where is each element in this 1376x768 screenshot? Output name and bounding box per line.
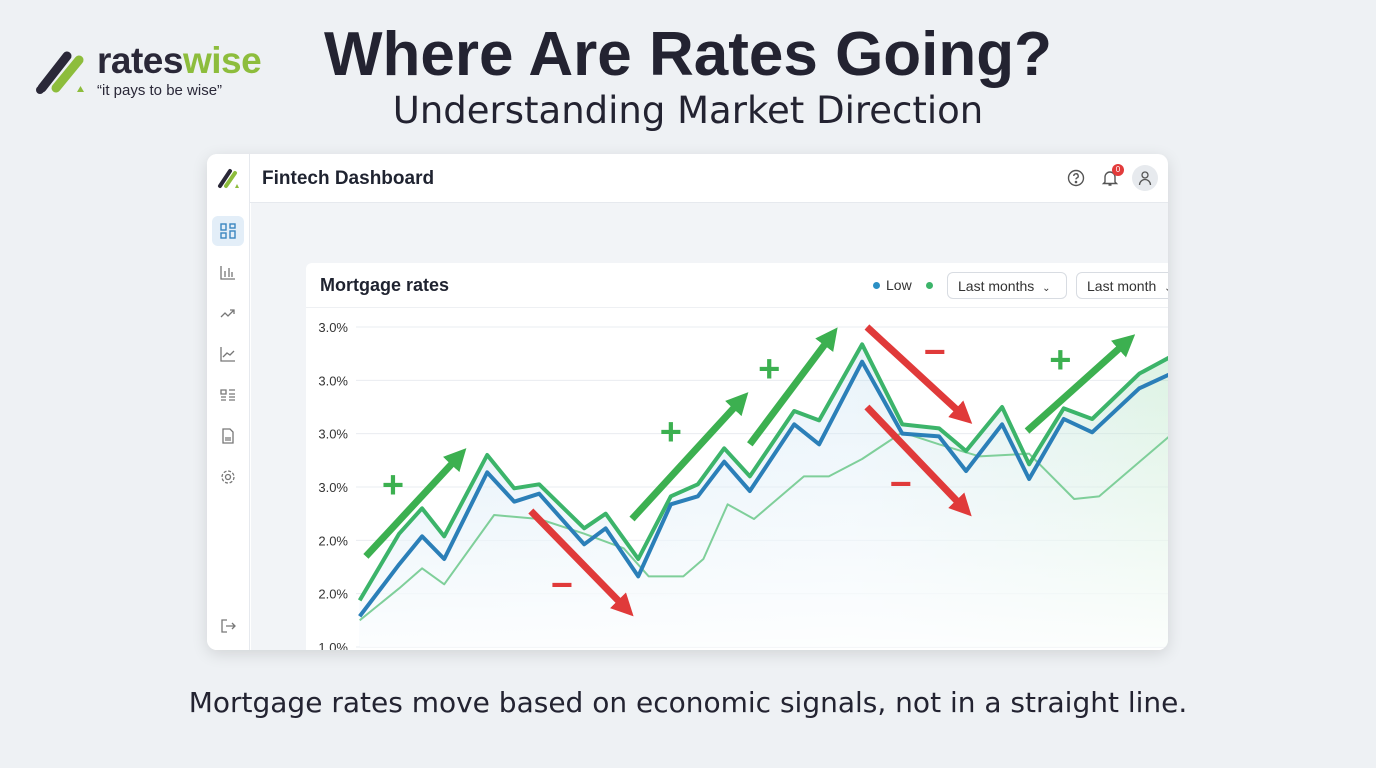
legend-label-low: Low	[886, 277, 912, 293]
panel-title: Mortgage rates	[320, 275, 450, 295]
line-chart-icon	[220, 347, 235, 362]
dashboard-title: Fintech Dashboard	[262, 168, 435, 189]
rateswise-logo: rateswise “it pays to be wise”	[34, 42, 274, 104]
dropdown-2-value: Last month	[1087, 278, 1157, 294]
headline: Where Are Rates Going?	[323, 20, 1053, 89]
plus-sign: +	[1049, 339, 1071, 381]
sidebar-item-settings[interactable]	[212, 462, 244, 492]
up-arrow	[363, 448, 467, 559]
plus-sign: +	[758, 349, 780, 391]
period-dropdown-1[interactable]: Last months ⌄	[947, 272, 1067, 299]
sidebar-item-trending[interactable]	[212, 298, 244, 328]
minus-sign: −	[551, 565, 573, 607]
series-line-trend	[359, 431, 1168, 622]
bar-chart-icon	[220, 266, 235, 280]
sidebar-item-bar-chart[interactable]	[212, 257, 244, 287]
y-tick-label: 3.0%	[318, 320, 348, 335]
sidebar-item-dashboard[interactable]	[212, 216, 244, 246]
help-button[interactable]	[1063, 165, 1089, 191]
brand-tagline: “it pays to be wise”	[97, 82, 223, 99]
up-arrow	[1024, 334, 1136, 434]
up-arrow	[747, 327, 838, 447]
notifications-button[interactable]: 0	[1097, 164, 1124, 191]
dropdown-1-value: Last months	[958, 278, 1035, 294]
series-line-low	[358, 359, 1168, 618]
trending-up-icon	[220, 309, 235, 318]
plus-sign: +	[382, 465, 404, 507]
rates-line-chart: 3.0%3.0%3.0%3.0%2.0%2.0%1.0%Jan Feb Mar Apr…	[318, 320, 1168, 650]
y-tick-label: 3.0%	[318, 480, 348, 495]
footer-caption: Mortgage rates move based on economic si…	[188, 686, 1188, 719]
legend-dot-low	[873, 281, 880, 289]
minus-sign: −	[924, 331, 946, 373]
help-icon	[1067, 169, 1085, 187]
notification-badge: 0	[1112, 164, 1124, 176]
list-icon	[220, 389, 235, 401]
app-logo-icon	[218, 169, 239, 188]
period-dropdown-2[interactable]: Last month ⌄	[1076, 272, 1168, 299]
down-arrow	[528, 508, 634, 617]
main-area: Mortgage rates Low Last months ⌄ Last mo…	[251, 203, 1168, 650]
sidebar-item-line-chart[interactable]	[212, 339, 244, 369]
y-tick-label: 3.0%	[318, 373, 348, 388]
y-tick-label: 3.0%	[318, 427, 348, 442]
area-fade	[359, 344, 1168, 647]
document-icon	[222, 428, 234, 444]
sidebar-item-documents[interactable]	[212, 421, 244, 451]
chevron-down-icon: ⌄	[1164, 283, 1168, 294]
up-arrow	[629, 392, 749, 522]
header: Fintech Dashboard 0	[250, 154, 1168, 203]
sidebar	[207, 154, 250, 650]
legend-dot-high	[925, 281, 933, 289]
user-icon	[1138, 171, 1152, 186]
chevron-down-icon: ⌄	[1042, 283, 1051, 294]
subheadline: Understanding Market Direction	[392, 89, 984, 132]
y-tick-label: 2.0%	[318, 587, 348, 602]
dashboard-icon	[220, 223, 236, 239]
logout-icon	[221, 619, 236, 633]
chart-legend: Low	[873, 277, 933, 293]
sidebar-item-list[interactable]	[212, 380, 244, 410]
panel-divider	[306, 307, 1168, 308]
dashboard-card: Fintech Dashboard 0 Mortgage rates Low L…	[207, 154, 1168, 650]
brand-name: rateswise	[97, 40, 262, 81]
plus-sign: +	[660, 411, 682, 453]
y-tick-label: 2.0%	[318, 533, 348, 548]
logout-button[interactable]	[212, 611, 244, 641]
logo-mark-icon	[36, 51, 84, 94]
settings-icon	[221, 470, 235, 484]
series-line-high	[357, 342, 1168, 602]
user-avatar-button[interactable]	[1132, 165, 1158, 191]
minus-sign: −	[890, 463, 912, 505]
down-arrow	[864, 324, 973, 424]
y-tick-label: 1.0%	[318, 640, 348, 650]
down-arrow	[864, 404, 972, 517]
mortgage-rates-panel: Mortgage rates Low Last months ⌄ Last mo…	[306, 263, 1168, 650]
